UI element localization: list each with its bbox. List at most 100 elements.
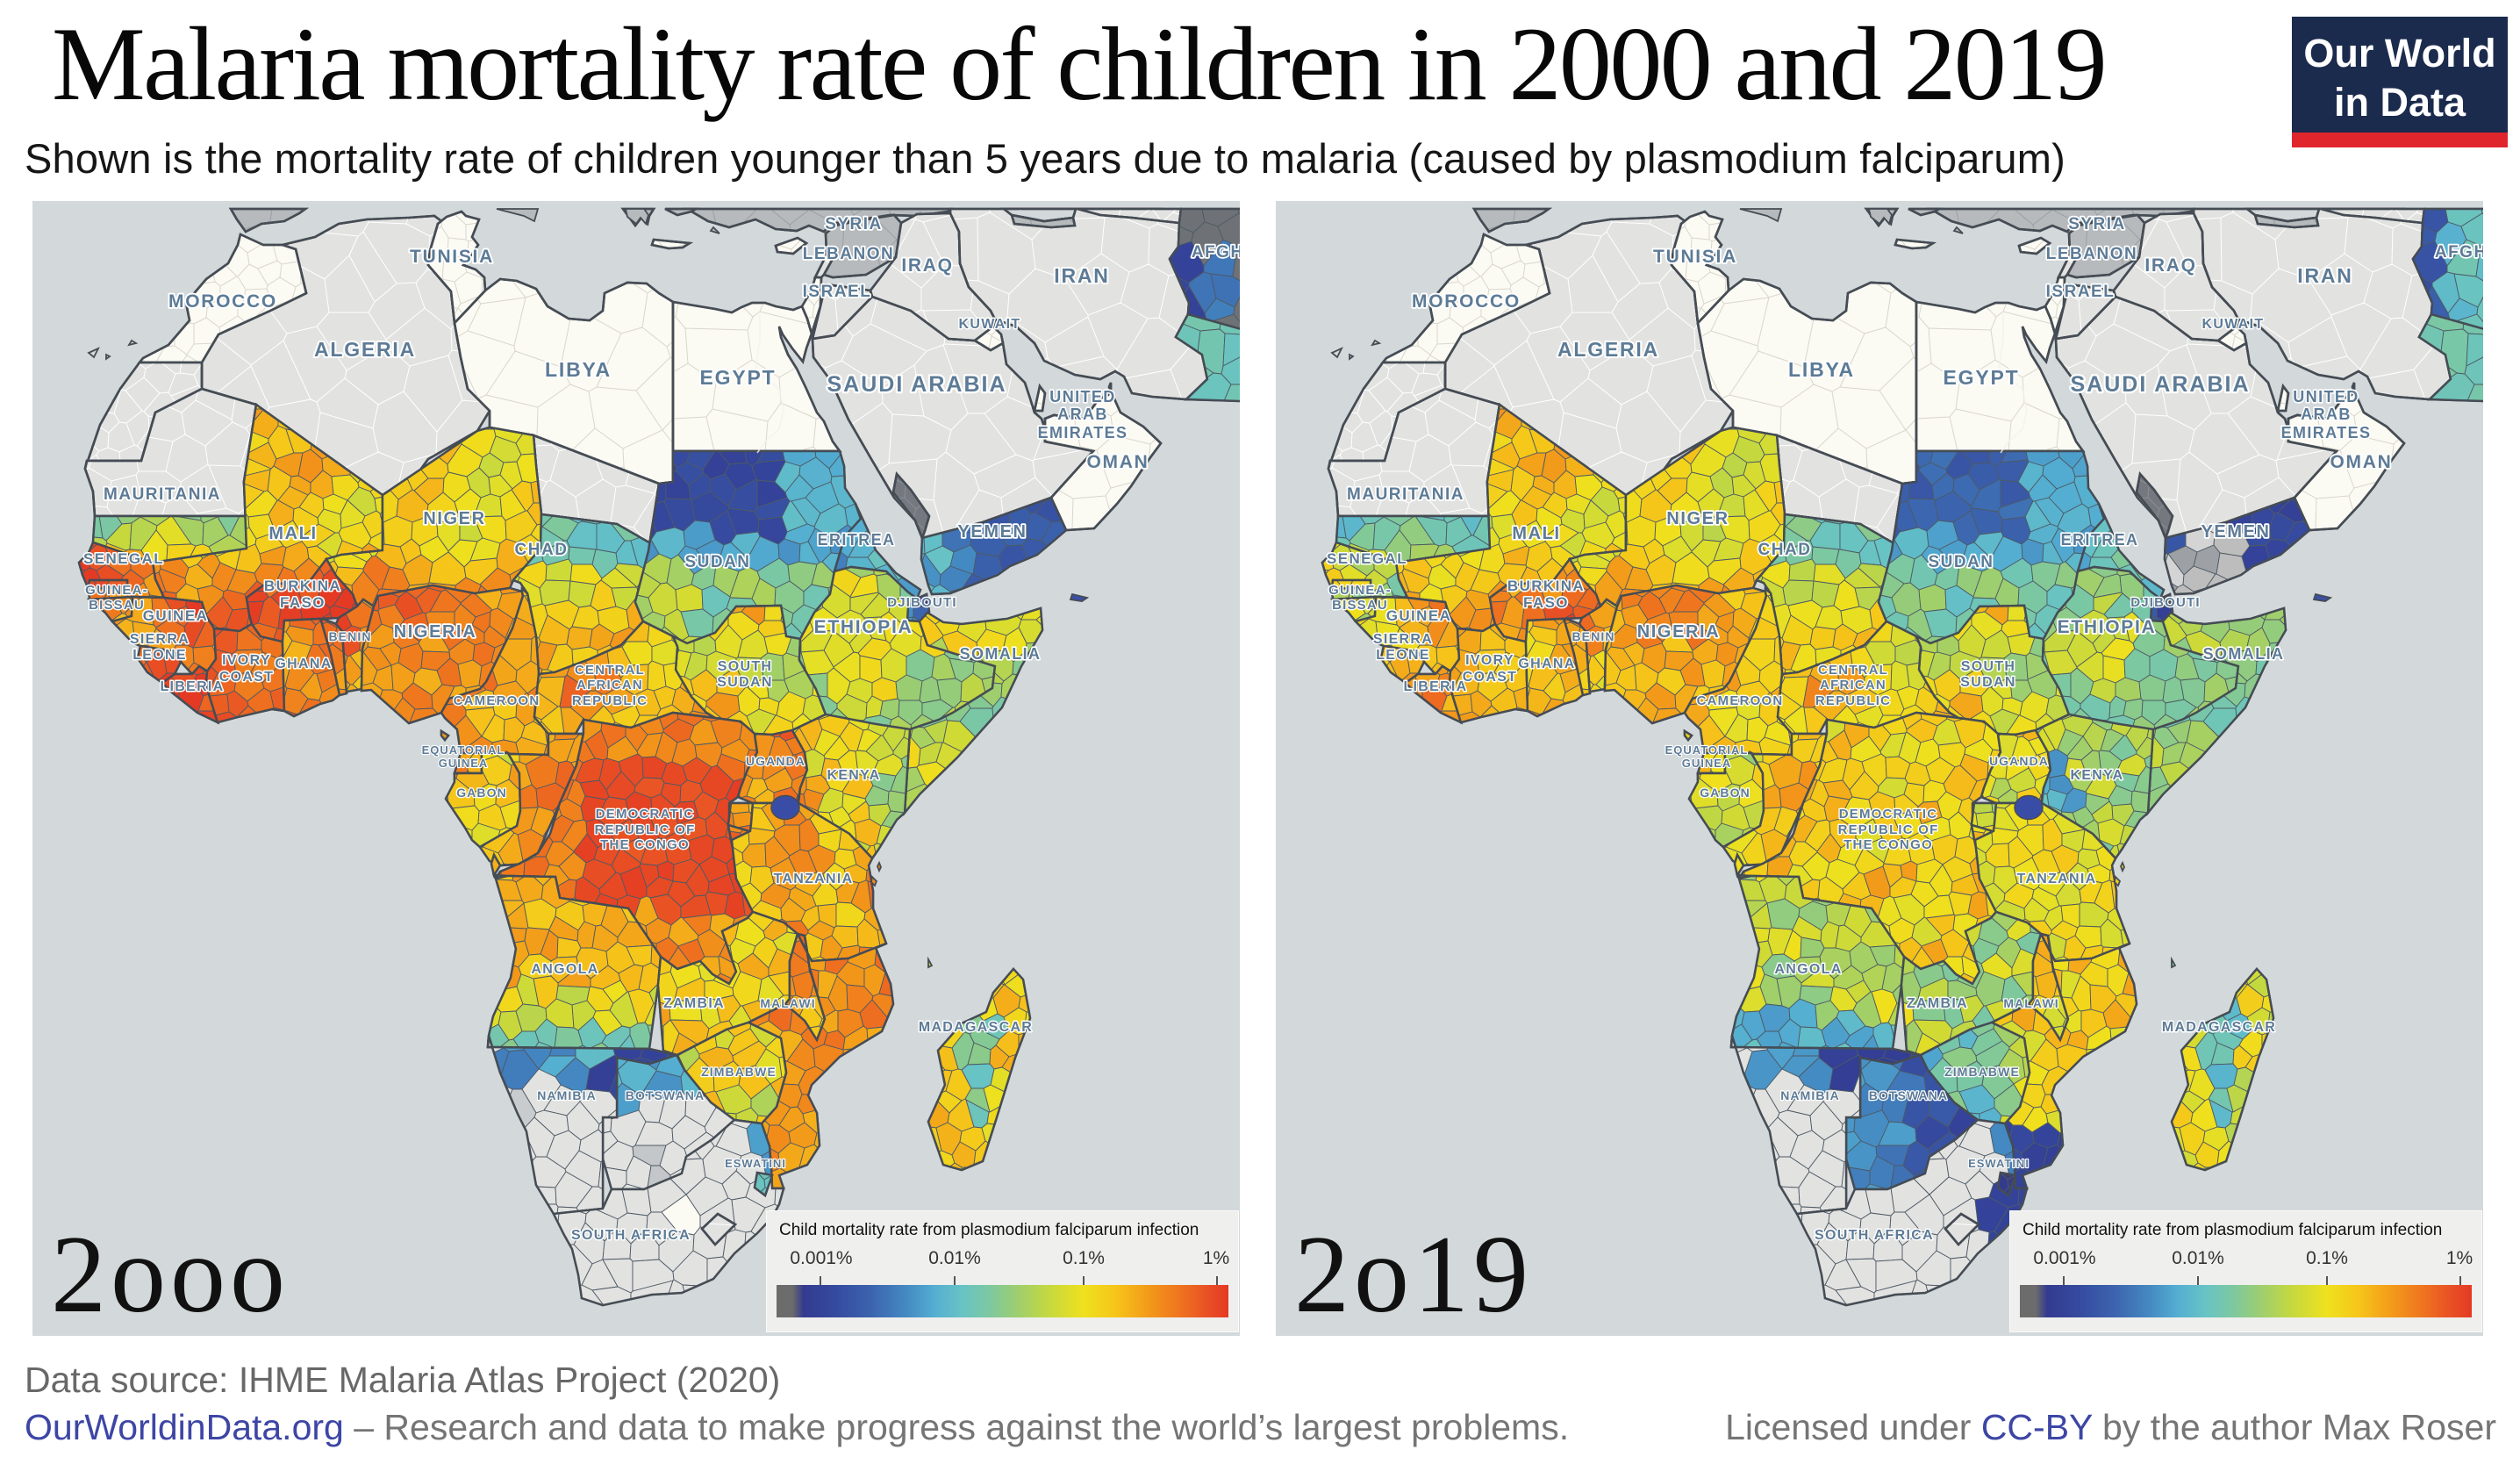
svg-text:SENEGAL: SENEGAL: [1327, 550, 1407, 567]
svg-text:SOUTH AFRICA: SOUTH AFRICA: [571, 1228, 691, 1243]
svg-text:SOUTH: SOUTH: [718, 659, 773, 674]
svg-text:ETHIOPIA: ETHIOPIA: [2058, 617, 2157, 637]
svg-text:MOROCCO: MOROCCO: [168, 291, 277, 312]
svg-text:SUDAN: SUDAN: [1960, 675, 2015, 690]
svg-text:IVORY: IVORY: [1465, 653, 1514, 668]
svg-text:ANGOLA: ANGOLA: [1774, 962, 1842, 977]
svg-text:CHAD: CHAD: [1758, 541, 1812, 559]
svg-text:ZAMBIA: ZAMBIA: [1907, 996, 1968, 1011]
svg-text:MALAWI: MALAWI: [2003, 996, 2058, 1010]
svg-text:SOUTH: SOUTH: [1961, 659, 2016, 674]
svg-text:LEBANON: LEBANON: [2046, 245, 2137, 263]
svg-text:KENYA: KENYA: [2070, 768, 2123, 783]
svg-text:EQUATORIAL: EQUATORIAL: [422, 743, 505, 757]
svg-text:GUINEA: GUINEA: [1682, 757, 1732, 770]
svg-text:SOMALIA: SOMALIA: [2203, 645, 2285, 663]
svg-text:IRAN: IRAN: [1054, 264, 1109, 287]
svg-text:ALGERIA: ALGERIA: [314, 338, 416, 361]
svg-text:IRAQ: IRAQ: [2144, 255, 2196, 276]
svg-text:REPUBLIC: REPUBLIC: [572, 693, 648, 708]
svg-text:GHANA: GHANA: [1518, 657, 1575, 671]
svg-text:EQUATORIAL: EQUATORIAL: [1665, 743, 1749, 757]
svg-text:CHAD: CHAD: [515, 541, 569, 559]
svg-text:MALI: MALI: [1512, 524, 1560, 543]
svg-text:GUINEA-: GUINEA-: [1328, 583, 1392, 598]
svg-text:LEONE: LEONE: [132, 648, 187, 663]
svg-text:MADAGASCAR: MADAGASCAR: [2162, 1020, 2276, 1035]
svg-text:KENYA: KENYA: [827, 768, 880, 783]
svg-text:REPUBLIC OF: REPUBLIC OF: [595, 822, 696, 837]
svg-text:UGANDA: UGANDA: [746, 754, 805, 768]
svg-text:GABON: GABON: [456, 786, 507, 800]
svg-text:MAURITANIA: MAURITANIA: [104, 485, 221, 504]
svg-text:MALI: MALI: [268, 524, 317, 543]
svg-text:SENEGAL: SENEGAL: [83, 550, 164, 567]
svg-text:SUDAN: SUDAN: [684, 553, 750, 571]
svg-text:KUWAIT: KUWAIT: [959, 317, 1021, 332]
svg-text:CAMEROON: CAMEROON: [454, 693, 541, 708]
svg-text:AFRICAN: AFRICAN: [576, 678, 643, 693]
svg-text:REPUBLIC: REPUBLIC: [1815, 693, 1891, 708]
svg-text:AFGHAN: AFGHAN: [1192, 243, 1240, 262]
svg-text:BISSAU: BISSAU: [89, 598, 145, 613]
svg-text:LIBERIA: LIBERIA: [160, 679, 224, 694]
svg-text:MALAWI: MALAWI: [760, 996, 815, 1010]
svg-text:SUDAN: SUDAN: [1928, 553, 1994, 571]
svg-text:IVORY: IVORY: [222, 653, 271, 668]
svg-text:SYRIA: SYRIA: [2068, 215, 2126, 233]
svg-text:YEMEN: YEMEN: [957, 522, 1027, 542]
svg-text:BOTSWANA: BOTSWANA: [626, 1088, 705, 1102]
svg-text:CENTRAL: CENTRAL: [1818, 663, 1888, 678]
svg-text:LEONE: LEONE: [1376, 648, 1430, 663]
svg-text:NIGER: NIGER: [1666, 509, 1729, 528]
svg-text:ESWATINI: ESWATINI: [725, 1157, 786, 1170]
svg-text:OMAN: OMAN: [2330, 452, 2393, 472]
svg-text:AFGHAN: AFGHAN: [2435, 243, 2483, 262]
svg-text:ERITREA: ERITREA: [818, 531, 896, 549]
svg-text:FASO: FASO: [1523, 594, 1569, 611]
svg-text:EGYPT: EGYPT: [1944, 366, 2020, 389]
svg-text:BURKINA: BURKINA: [1507, 578, 1585, 594]
svg-text:NAMIBIA: NAMIBIA: [1780, 1088, 1840, 1102]
svg-text:BENIN: BENIN: [1571, 629, 1614, 643]
svg-text:TUNISIA: TUNISIA: [410, 247, 494, 267]
svg-text:BISSAU: BISSAU: [1332, 598, 1388, 613]
svg-text:MAURITANIA: MAURITANIA: [1347, 485, 1464, 504]
svg-text:NAMIBIA: NAMIBIA: [537, 1088, 597, 1102]
svg-text:ZIMBABWE: ZIMBABWE: [701, 1065, 777, 1079]
svg-text:ZAMBIA: ZAMBIA: [663, 996, 725, 1011]
svg-text:TANZANIA: TANZANIA: [2017, 872, 2097, 886]
svg-text:FASO: FASO: [280, 594, 326, 611]
svg-text:DEMOCRATIC: DEMOCRATIC: [1839, 807, 1938, 822]
svg-text:MOROCCO: MOROCCO: [1412, 291, 1521, 312]
svg-text:ISRAEL: ISRAEL: [803, 283, 872, 301]
svg-text:COAST: COAST: [1463, 670, 1518, 685]
svg-text:TANZANIA: TANZANIA: [774, 872, 854, 886]
svg-text:BENIN: BENIN: [328, 629, 371, 643]
svg-text:THE CONGO: THE CONGO: [600, 837, 690, 852]
svg-text:KUWAIT: KUWAIT: [2202, 317, 2265, 332]
svg-text:NIGERIA: NIGERIA: [1637, 622, 1721, 642]
svg-text:LIBYA: LIBYA: [1788, 358, 1855, 381]
svg-text:UNITED: UNITED: [1049, 388, 1115, 406]
svg-text:SAUDI ARABIA: SAUDI ARABIA: [827, 372, 1006, 397]
svg-text:SOMALIA: SOMALIA: [960, 645, 1042, 663]
svg-text:GUINEA: GUINEA: [439, 757, 489, 770]
svg-text:THE CONGO: THE CONGO: [1843, 837, 1933, 852]
svg-text:TUNISIA: TUNISIA: [1653, 247, 1737, 267]
svg-text:ZIMBABWE: ZIMBABWE: [1944, 1065, 2020, 1079]
svg-text:GUINEA: GUINEA: [143, 607, 209, 624]
svg-text:ETHIOPIA: ETHIOPIA: [814, 617, 913, 637]
svg-text:SIERRA: SIERRA: [130, 632, 190, 647]
svg-text:GUINEA: GUINEA: [1386, 607, 1452, 624]
svg-text:ERITREA: ERITREA: [2061, 531, 2139, 549]
svg-text:EGYPT: EGYPT: [700, 366, 777, 389]
svg-text:YEMEN: YEMEN: [2201, 522, 2270, 542]
svg-text:DJIBOUTI: DJIBOUTI: [2130, 595, 2201, 610]
svg-text:NIGER: NIGER: [423, 509, 485, 528]
svg-text:AFRICAN: AFRICAN: [1820, 678, 1886, 693]
svg-text:ARAB: ARAB: [1057, 406, 1108, 423]
svg-text:ANGOLA: ANGOLA: [531, 962, 598, 977]
svg-text:UGANDA: UGANDA: [1989, 754, 2049, 768]
svg-text:MADAGASCAR: MADAGASCAR: [919, 1020, 1033, 1035]
